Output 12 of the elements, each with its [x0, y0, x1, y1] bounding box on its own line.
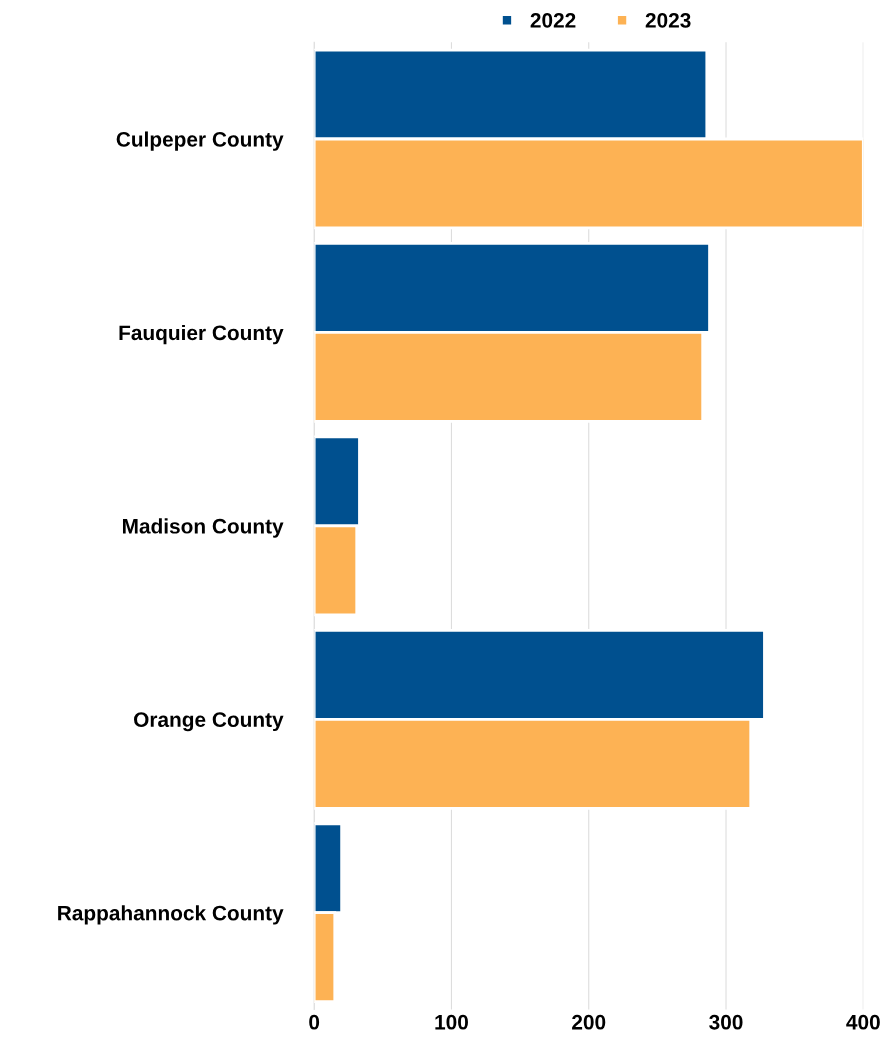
y-tick-label: Fauquier County — [119, 324, 284, 345]
y-tick-label: Culpeper County — [116, 131, 284, 151]
y-tick-label: Rappahannock County — [58, 905, 284, 925]
y-tick-label: Madison County — [122, 518, 284, 538]
legend-label: 2023 — [645, 12, 691, 28]
x-tick-label: 300 — [709, 1014, 743, 1030]
x-tick-label: 200 — [572, 1014, 606, 1030]
x-tick-label: 0 — [309, 1014, 320, 1030]
x-tick-label: 400 — [846, 1014, 880, 1030]
x-tick-label: 100 — [435, 1014, 468, 1030]
legend-label: 2022 — [530, 12, 576, 28]
y-tick-label: Orange County — [134, 712, 284, 732]
